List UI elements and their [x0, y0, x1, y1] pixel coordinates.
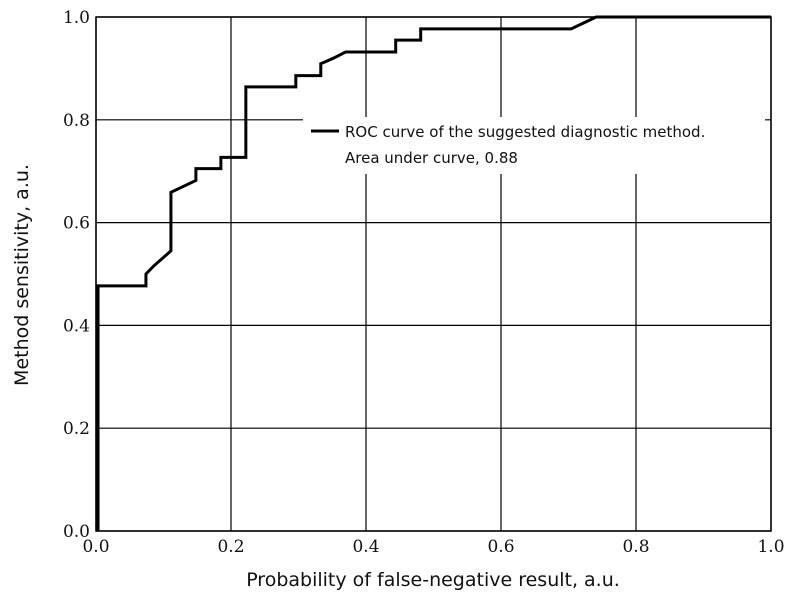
y-tick-label: 0.0: [63, 522, 90, 542]
y-tick-label: 0.4: [63, 316, 90, 336]
x-tick-label: 0.0: [82, 537, 109, 557]
legend-label-line2: Area under curve, 0.88: [345, 149, 518, 167]
legend-label-line1: ROC curve of the suggested diagnostic me…: [345, 123, 705, 141]
y-axis-title: Method sensitivity, a.u.: [11, 164, 33, 386]
grid: [95, 16, 772, 532]
x-tick-label: 0.2: [217, 537, 244, 557]
x-axis-ticks: 0.0 0.2 0.4 0.6 0.8 1.0: [82, 537, 784, 557]
series: [96, 15, 771, 531]
y-axis-ticks: 0.0 0.2 0.4 0.6 0.8 1.0: [63, 8, 90, 542]
legend-box: [303, 117, 765, 174]
y-tick-label: 1.0: [63, 8, 90, 28]
roc-curve-line: [96, 15, 771, 531]
x-tick-label: 0.4: [352, 537, 379, 557]
legend: ROC curve of the suggested diagnostic me…: [303, 117, 765, 174]
y-tick-label: 0.2: [63, 419, 90, 439]
x-tick-label: 0.6: [487, 537, 514, 557]
y-tick-label: 0.6: [63, 214, 90, 234]
x-tick-label: 1.0: [757, 537, 784, 557]
y-tick-label: 0.8: [63, 111, 90, 131]
x-tick-label: 0.8: [622, 537, 649, 557]
plot-frame: [95, 16, 772, 532]
x-axis-title: Probability of false-negative result, a.…: [246, 569, 620, 591]
